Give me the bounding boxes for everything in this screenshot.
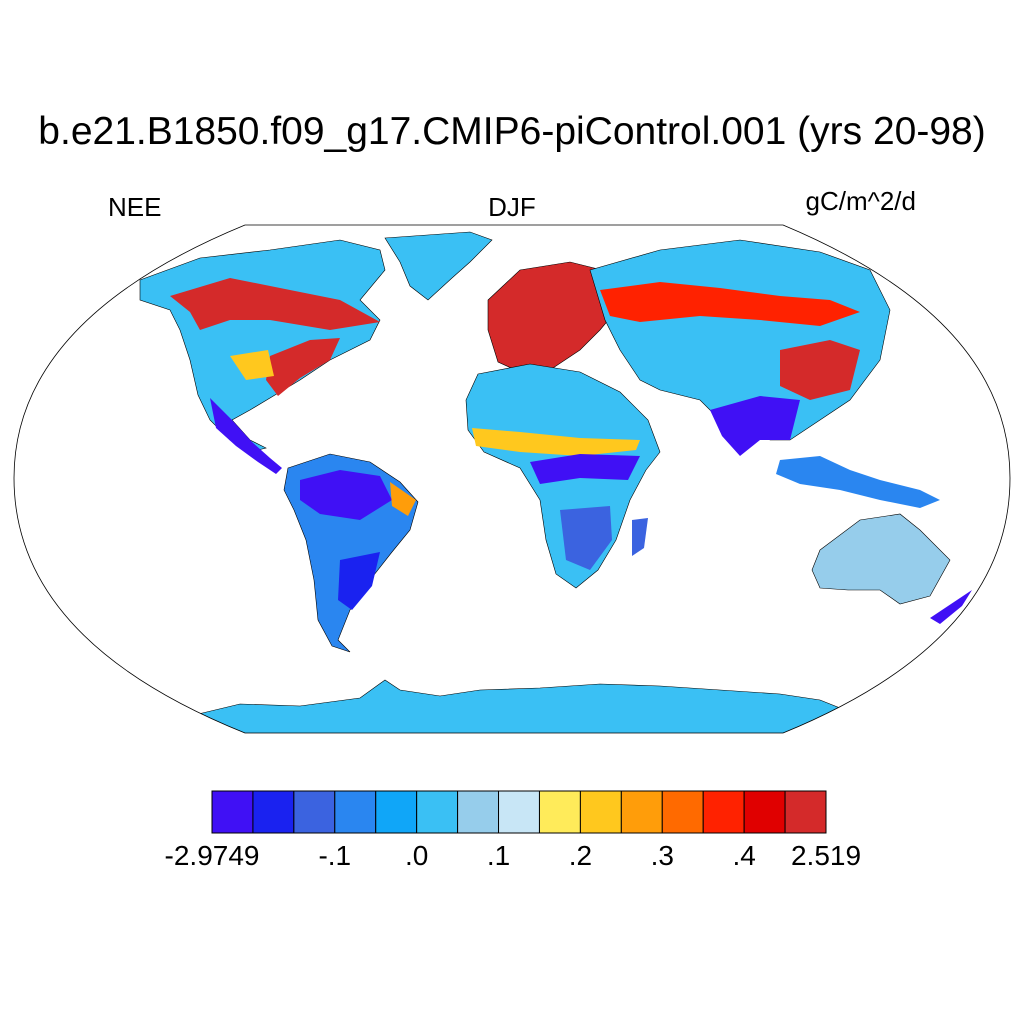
landmass-antarctica — [169, 679, 861, 733]
landmass-north-america — [139, 239, 386, 453]
colorbar-tick-label: -2.9749 — [164, 840, 260, 871]
landmass-new-zealand — [930, 590, 972, 624]
nee-patch-amazon — [300, 470, 392, 520]
nee-patch-central-africa — [530, 454, 640, 484]
colorbar-swatch — [252, 790, 295, 834]
colorbar-swatch — [620, 790, 663, 834]
colorbar-swatch — [743, 790, 786, 834]
nee-patch-india — [710, 396, 800, 456]
colorbar-tick-label: .4 — [732, 840, 756, 871]
landmass-australia — [811, 513, 951, 605]
colorbar-tick-label: .0 — [404, 840, 429, 871]
colorbar-tick-label: .2 — [568, 840, 593, 871]
colorbar-swatch — [293, 790, 336, 834]
nee-patch-southern-africa — [560, 506, 612, 570]
colorbar-swatch — [375, 790, 418, 834]
colorbar-swatch — [538, 790, 581, 834]
nee-patch-china — [780, 340, 860, 400]
colorbar-tick-label: .1 — [486, 840, 511, 871]
nee-patch-us-east — [266, 338, 340, 396]
colorbar-swatch — [334, 790, 377, 834]
colorbar-swatch — [661, 790, 704, 834]
colorbar — [211, 790, 827, 834]
landmass-madagascar — [632, 518, 648, 556]
variable-label: NEE — [108, 192, 162, 222]
colorbar-swatch — [211, 790, 254, 834]
colorbar-swatch — [784, 790, 827, 834]
landmass-europe — [487, 261, 626, 373]
colorbar-swatch — [498, 790, 540, 834]
landmass-greenland — [384, 231, 493, 301]
nee-patch-sahel — [472, 428, 640, 456]
colorbar-swatch — [702, 790, 745, 834]
plot-title: b.e21.B1850.f09_g17.CMIP6-piControl.001 … — [38, 110, 986, 153]
colorbar-swatch — [579, 790, 622, 834]
landmass-central-america — [210, 398, 282, 474]
landmass-indonesia — [776, 456, 940, 508]
nee-patch-canada — [170, 278, 380, 330]
nee-patch-siberia — [600, 282, 860, 326]
season-label: DJF — [488, 192, 536, 222]
nee-patch-us-central — [230, 350, 274, 380]
colorbar-tick-label: 2.519 — [790, 840, 862, 871]
nee-patch-southern-sa — [338, 552, 380, 610]
nee-patch-amazon-east — [390, 482, 416, 516]
colorbar-tick-label: .3 — [650, 840, 674, 871]
units-label: gC/m^2/d — [805, 186, 916, 216]
map-outline — [13, 224, 1011, 734]
colorbar-swatch — [457, 790, 500, 834]
colorbar-swatch — [416, 790, 459, 834]
colorbar-tick-label: -.1 — [318, 840, 352, 871]
